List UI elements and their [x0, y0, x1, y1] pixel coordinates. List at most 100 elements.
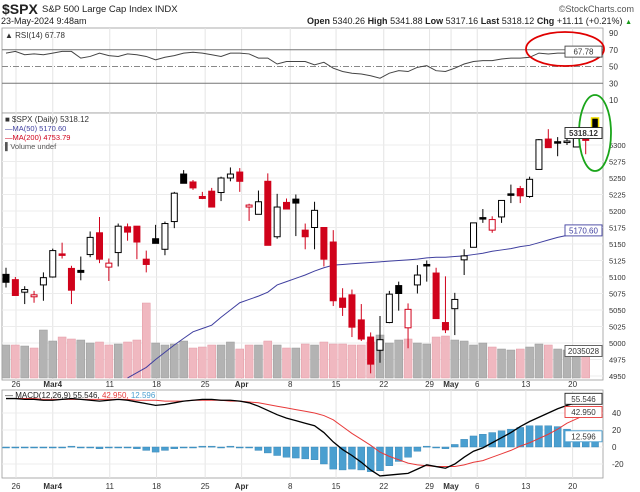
macd-histogram-bar — [310, 446, 319, 460]
macd-value-tag — [564, 392, 603, 405]
candle-body — [226, 173, 234, 179]
x-tick-label: 25 — [201, 482, 210, 491]
volume-bar — [216, 344, 226, 379]
candle-body — [30, 294, 38, 298]
macd-histogram-bar — [198, 445, 207, 448]
price-tick-label: 5150 — [609, 240, 626, 249]
macd-signal-value-label: 42.950 — [571, 408, 596, 417]
x-tick-label: 26 — [12, 380, 21, 389]
macd-histogram-bar — [217, 446, 225, 449]
candle — [114, 223, 122, 267]
volume-bar — [254, 344, 263, 379]
x-tick-label: 6 — [475, 380, 480, 389]
candle-body — [96, 232, 103, 260]
macd-histogram-value-tag — [564, 430, 603, 443]
volume-bar — [95, 341, 104, 379]
symbol: $SPX — [2, 1, 38, 17]
macd-histogram-bar — [67, 445, 76, 448]
macd-histogram-bar — [123, 446, 132, 449]
high-value: 5341.88 — [390, 16, 423, 26]
candle-body — [21, 289, 29, 293]
candle — [367, 332, 375, 374]
macd-histogram-bar — [49, 446, 57, 449]
ma50-value-label: 5170.60 — [569, 226, 598, 235]
candle — [152, 224, 160, 244]
candle-body — [488, 219, 496, 231]
volume-bar — [226, 341, 235, 379]
macd-signal-value-tag — [564, 406, 603, 418]
candle — [544, 129, 552, 149]
copyright[interactable]: ©StockCharts.com — [558, 4, 634, 14]
volume-bar — [431, 336, 441, 379]
chg-value: +11.11 (+0.21%) — [556, 16, 623, 26]
volume-bar — [291, 347, 301, 379]
candle — [2, 267, 10, 288]
open-value: 5340.26 — [332, 16, 366, 26]
volume-bar — [170, 343, 179, 379]
macd-histogram-bar — [133, 446, 141, 449]
panel-rsi — [1, 27, 604, 114]
candle — [470, 222, 477, 248]
volume-bar — [506, 349, 516, 379]
volume-bar — [525, 346, 534, 379]
macd-histogram-bar — [226, 445, 235, 448]
x-tick-label: 20 — [568, 380, 577, 389]
macd-histogram-bar — [469, 435, 478, 448]
x-tick-label: Mar4 — [43, 482, 62, 491]
x-tick-label: 8 — [288, 380, 293, 389]
macd-histogram-bar — [432, 446, 440, 449]
candle — [311, 201, 319, 250]
x-tick-label: 11 — [106, 380, 115, 389]
macd-histogram-value-label: 12.596 — [571, 432, 596, 441]
candle — [30, 290, 38, 303]
volume-bar — [338, 343, 347, 379]
macd-legend-part: — MACD(12,26,9) 55.546, — [5, 391, 102, 400]
candle-body — [554, 141, 562, 144]
candle — [96, 216, 103, 264]
macd-histogram-bar — [236, 446, 244, 449]
candle — [498, 199, 506, 223]
macd-histogram-bar — [11, 446, 20, 449]
candle-body — [348, 294, 356, 328]
macd-histogram-bar — [264, 446, 272, 454]
candle-body — [301, 229, 309, 238]
macd-tick-label: -20 — [612, 460, 624, 469]
price-tick-label: 5300 — [609, 141, 626, 150]
volume-bar — [160, 344, 170, 379]
volume-bar — [39, 329, 48, 379]
volume-bar — [544, 344, 553, 379]
x-tick-label: 15 — [332, 482, 341, 491]
candle-body — [479, 217, 487, 220]
last-value: 5318.12 — [501, 16, 535, 26]
candle — [535, 139, 543, 170]
candle — [198, 191, 206, 200]
volume-bar — [347, 344, 357, 379]
candle — [133, 225, 141, 260]
volume-bar — [123, 341, 132, 379]
chart-header: $SPX S&P 500 Large Cap Index INDX ©Stock… — [0, 0, 640, 28]
volume-bar — [263, 340, 273, 379]
candle-body — [367, 336, 375, 365]
low-value: 5317.16 — [445, 16, 479, 26]
macd-histogram-bar — [516, 427, 524, 448]
macd-histogram-bar — [441, 446, 450, 449]
candle-body — [498, 199, 506, 218]
candle-body — [273, 206, 281, 238]
macd-histogram-bar — [95, 446, 104, 449]
candle — [320, 227, 328, 267]
candle-body — [152, 238, 160, 244]
macd-histogram-bar — [357, 446, 365, 471]
candle-body — [189, 181, 197, 189]
volume-value-tag — [564, 345, 603, 357]
volume-bar — [272, 344, 282, 379]
price-tick-label: 4950 — [609, 372, 626, 381]
volume-bar — [497, 348, 506, 379]
price-tick-label: 5100 — [609, 273, 626, 282]
rsi-annotation-circle — [525, 31, 605, 67]
candle — [404, 303, 412, 349]
volume-bar — [85, 342, 95, 379]
macd-histogram-bar — [77, 446, 85, 449]
candle-body — [2, 273, 10, 283]
macd-histogram-bar — [488, 432, 496, 448]
